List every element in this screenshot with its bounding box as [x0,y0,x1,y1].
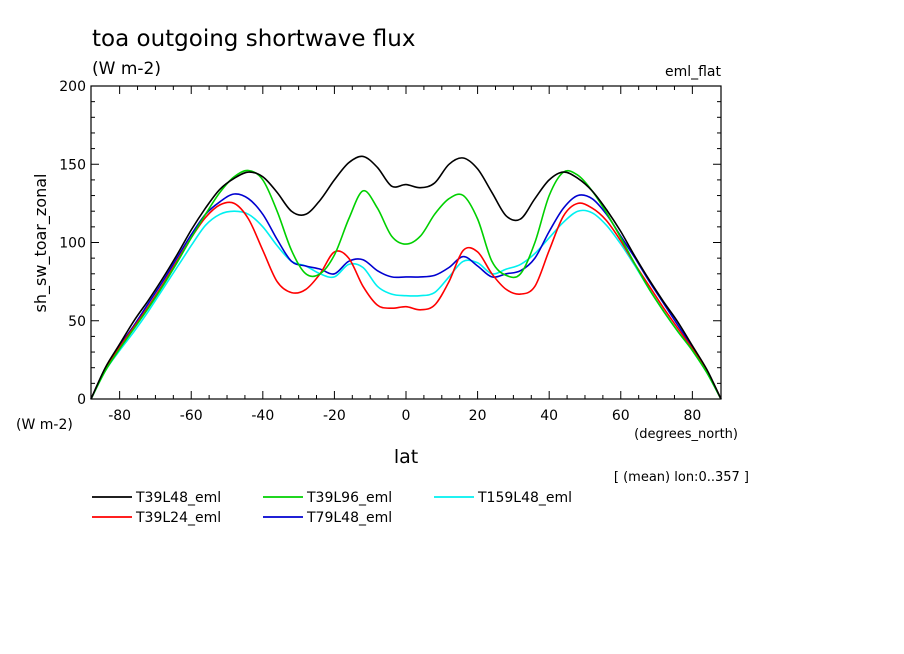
plot-frame [90,85,722,400]
axis-ticks [91,85,721,400]
y-tick-label: 100 [59,236,86,252]
series-lines [90,155,722,400]
legend: T39L48_eml T39L24_eml T39L96_eml T79L48_eml… [92,490,572,526]
series-line-t39l48_eml [90,155,722,400]
x-axis-label: lat [394,446,418,468]
y-tick-label: 50 [68,314,86,330]
chart-title: toa outgoing shortwave flux [92,26,415,52]
legend-label: T39L96_eml [306,490,392,506]
x-tick-label: -80 [108,408,131,424]
series-line-t39l96_eml [90,169,722,400]
y-axis-unit: (W m-2) [16,417,73,433]
legend-label: T39L48_eml [135,490,221,506]
legend-label: T79L48_eml [306,510,392,526]
y-axis-label: sh_sw_toar_zonal [31,174,51,313]
legend-label: T159L48_eml [477,490,572,506]
x-tick-label: 40 [540,408,558,424]
tick-labels: -80 -60 -40 -20 0 20 40 60 80 0 50 100 150 200 [59,79,701,424]
x-tick-label: -20 [323,408,346,424]
series-line-t159l48_eml [90,209,722,400]
x-tick-label: 80 [683,408,701,424]
x-tick-label: 0 [402,408,411,424]
y-tick-label: 150 [59,157,86,173]
legend-label: T39L24_eml [135,510,221,526]
mean-annotation: [ (mean) lon:0..357 ] [614,470,749,485]
chart-subtitle: (W m-2) [92,59,161,79]
y-tick-label: 0 [77,392,86,408]
dataset-label: eml_flat [665,64,722,80]
x-tick-label: 20 [469,408,487,424]
x-axis-unit: (degrees_north) [634,427,738,442]
x-tick-label: -40 [251,408,274,424]
y-tick-label: 200 [59,79,86,95]
x-tick-label: -60 [180,408,203,424]
x-tick-label: 60 [612,408,630,424]
